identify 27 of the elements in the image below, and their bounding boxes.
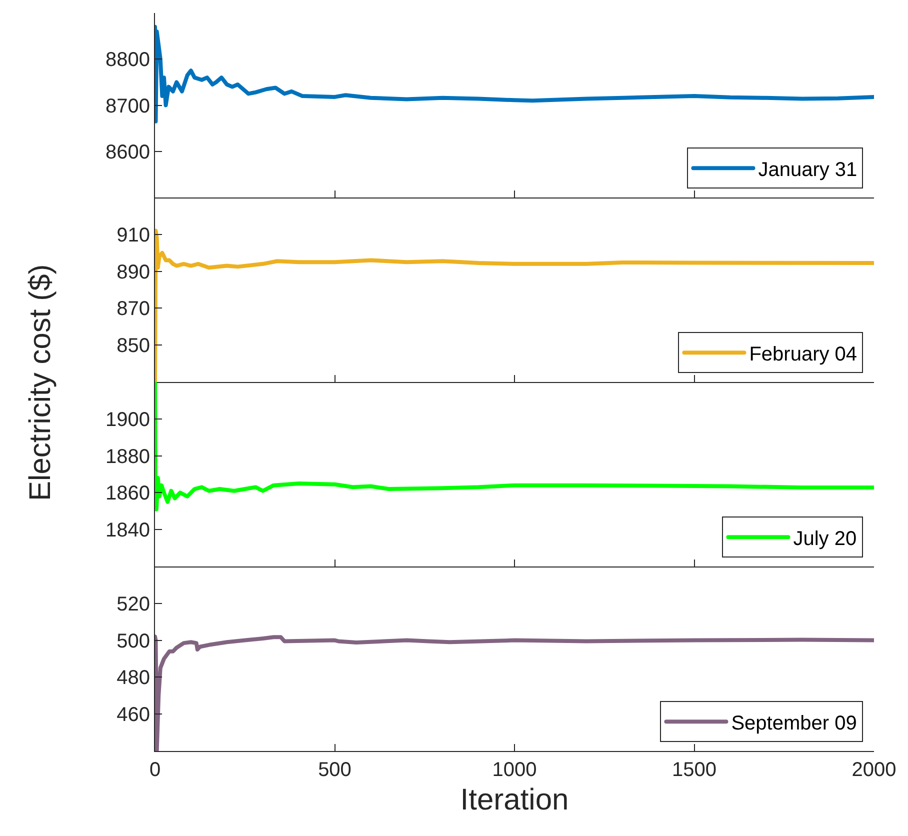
y-tick-label: 890 xyxy=(116,261,150,284)
legend-label: February 04 xyxy=(749,343,858,366)
y-axis-title: Electricity cost ($) xyxy=(24,264,57,501)
y-tick-label: 870 xyxy=(116,298,150,320)
x-tick-label: 1000 xyxy=(492,759,537,781)
x-tick-label: 0 xyxy=(149,759,161,781)
legend-label: September 09 xyxy=(731,712,857,734)
x-axis-title: Iteration xyxy=(460,784,569,816)
y-tick-label: 910 xyxy=(116,224,150,246)
y-tick-label: 1900 xyxy=(106,408,150,431)
y-tick-label: 1860 xyxy=(106,482,150,505)
line-series xyxy=(155,24,874,124)
y-tick-label: 8800 xyxy=(106,49,150,72)
y-tick-label: 1840 xyxy=(106,520,150,542)
legend-label: July 20 xyxy=(793,528,857,550)
x-tick-label: 1500 xyxy=(672,759,716,781)
y-tick-label: 480 xyxy=(116,667,150,690)
y-tick-label: 8700 xyxy=(106,95,150,118)
y-tick-label: 460 xyxy=(116,704,150,726)
y-tick-label: 500 xyxy=(116,630,150,652)
x-tick-label: 2000 xyxy=(852,759,896,781)
y-tick-label: 1880 xyxy=(106,446,150,468)
x-tick-label: 500 xyxy=(318,759,352,781)
legend-label: January 31 xyxy=(758,158,858,181)
y-tick-label: 520 xyxy=(116,593,150,616)
y-tick-label: 8600 xyxy=(106,141,150,164)
y-tick-label: 850 xyxy=(116,335,150,358)
